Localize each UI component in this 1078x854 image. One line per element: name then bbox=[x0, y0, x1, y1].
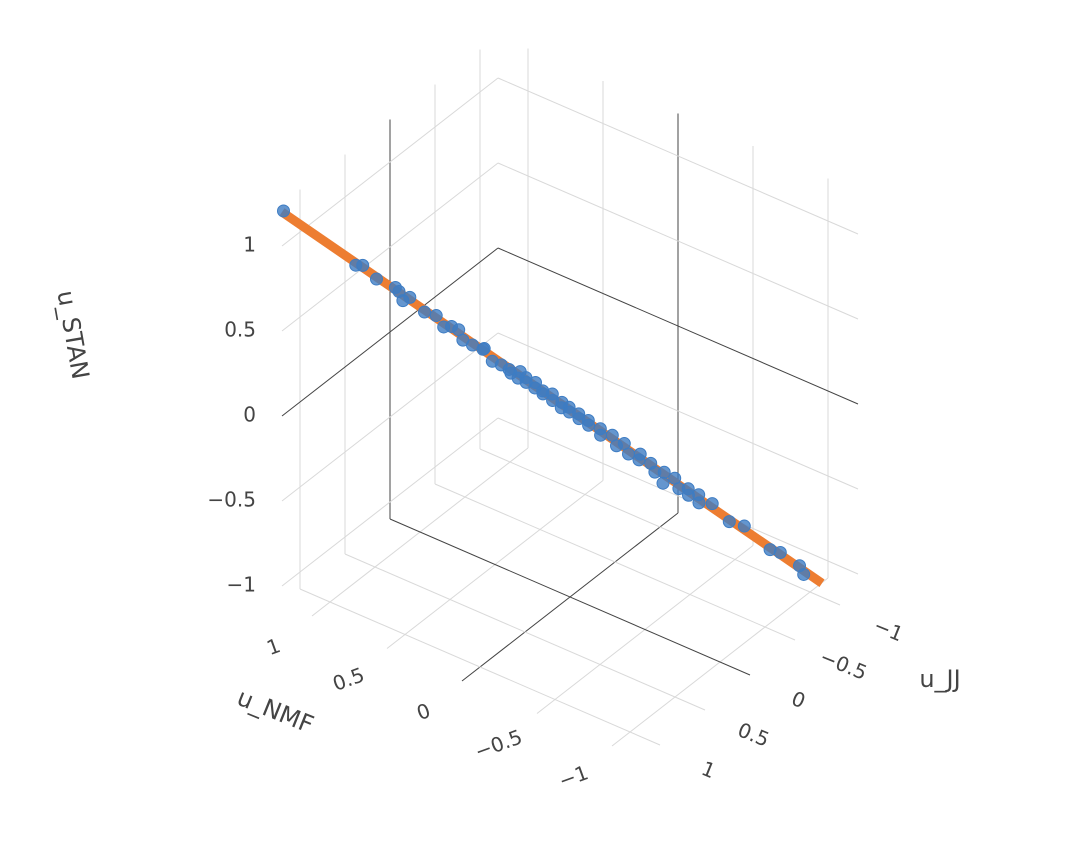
point bbox=[429, 309, 443, 323]
grid-line bbox=[434, 483, 796, 641]
point bbox=[594, 428, 608, 442]
point bbox=[277, 204, 290, 218]
point bbox=[692, 496, 706, 510]
y-tick-label: 0 bbox=[413, 698, 433, 725]
x-tick-label: 0 bbox=[788, 686, 809, 713]
y-tick-label: −0.5 bbox=[472, 725, 526, 764]
x-tick-label: 0.5 bbox=[734, 718, 772, 752]
point bbox=[797, 567, 811, 581]
grid-line bbox=[299, 588, 661, 746]
point bbox=[656, 476, 670, 490]
grid-line bbox=[497, 417, 859, 575]
grid-line bbox=[281, 332, 499, 502]
y-tick-label: 1 bbox=[263, 633, 283, 660]
point bbox=[622, 447, 635, 461]
grid-line bbox=[497, 77, 859, 235]
grid-line bbox=[389, 518, 751, 676]
x-axis-title: u_JJ bbox=[919, 665, 960, 693]
grid-line bbox=[281, 417, 499, 587]
grid-line bbox=[344, 553, 706, 711]
z-tick-label: 0 bbox=[243, 403, 256, 427]
y-tick-label: −1 bbox=[556, 760, 592, 793]
point bbox=[705, 497, 719, 511]
point bbox=[632, 453, 646, 467]
point bbox=[418, 305, 431, 319]
grid-line bbox=[497, 332, 859, 490]
x-tick-label: −1 bbox=[870, 613, 906, 646]
point bbox=[356, 258, 370, 272]
point bbox=[582, 418, 596, 432]
grid-line bbox=[281, 77, 499, 247]
grid-line bbox=[479, 448, 841, 606]
point bbox=[773, 546, 787, 559]
x-tick-label: −0.5 bbox=[817, 644, 871, 684]
point bbox=[722, 515, 736, 529]
z-tick-label: 0.5 bbox=[224, 318, 256, 342]
point bbox=[737, 519, 751, 533]
y-tick-label: 0.5 bbox=[329, 662, 367, 695]
point bbox=[657, 465, 671, 479]
z-tick-label: 1 bbox=[243, 233, 256, 257]
x-tick-label: 1 bbox=[698, 756, 719, 783]
grid-line bbox=[281, 247, 499, 417]
z-tick-label: −1 bbox=[227, 573, 256, 597]
grid-line bbox=[281, 162, 499, 332]
y-axis-title: u_NMF bbox=[233, 683, 317, 739]
z-axis-title: u_STAN bbox=[51, 288, 94, 381]
point bbox=[476, 342, 490, 356]
grid-line bbox=[497, 162, 859, 320]
grid-line bbox=[497, 247, 859, 405]
point bbox=[396, 294, 410, 308]
point bbox=[370, 272, 383, 286]
z-tick-label: −0.5 bbox=[207, 488, 256, 512]
